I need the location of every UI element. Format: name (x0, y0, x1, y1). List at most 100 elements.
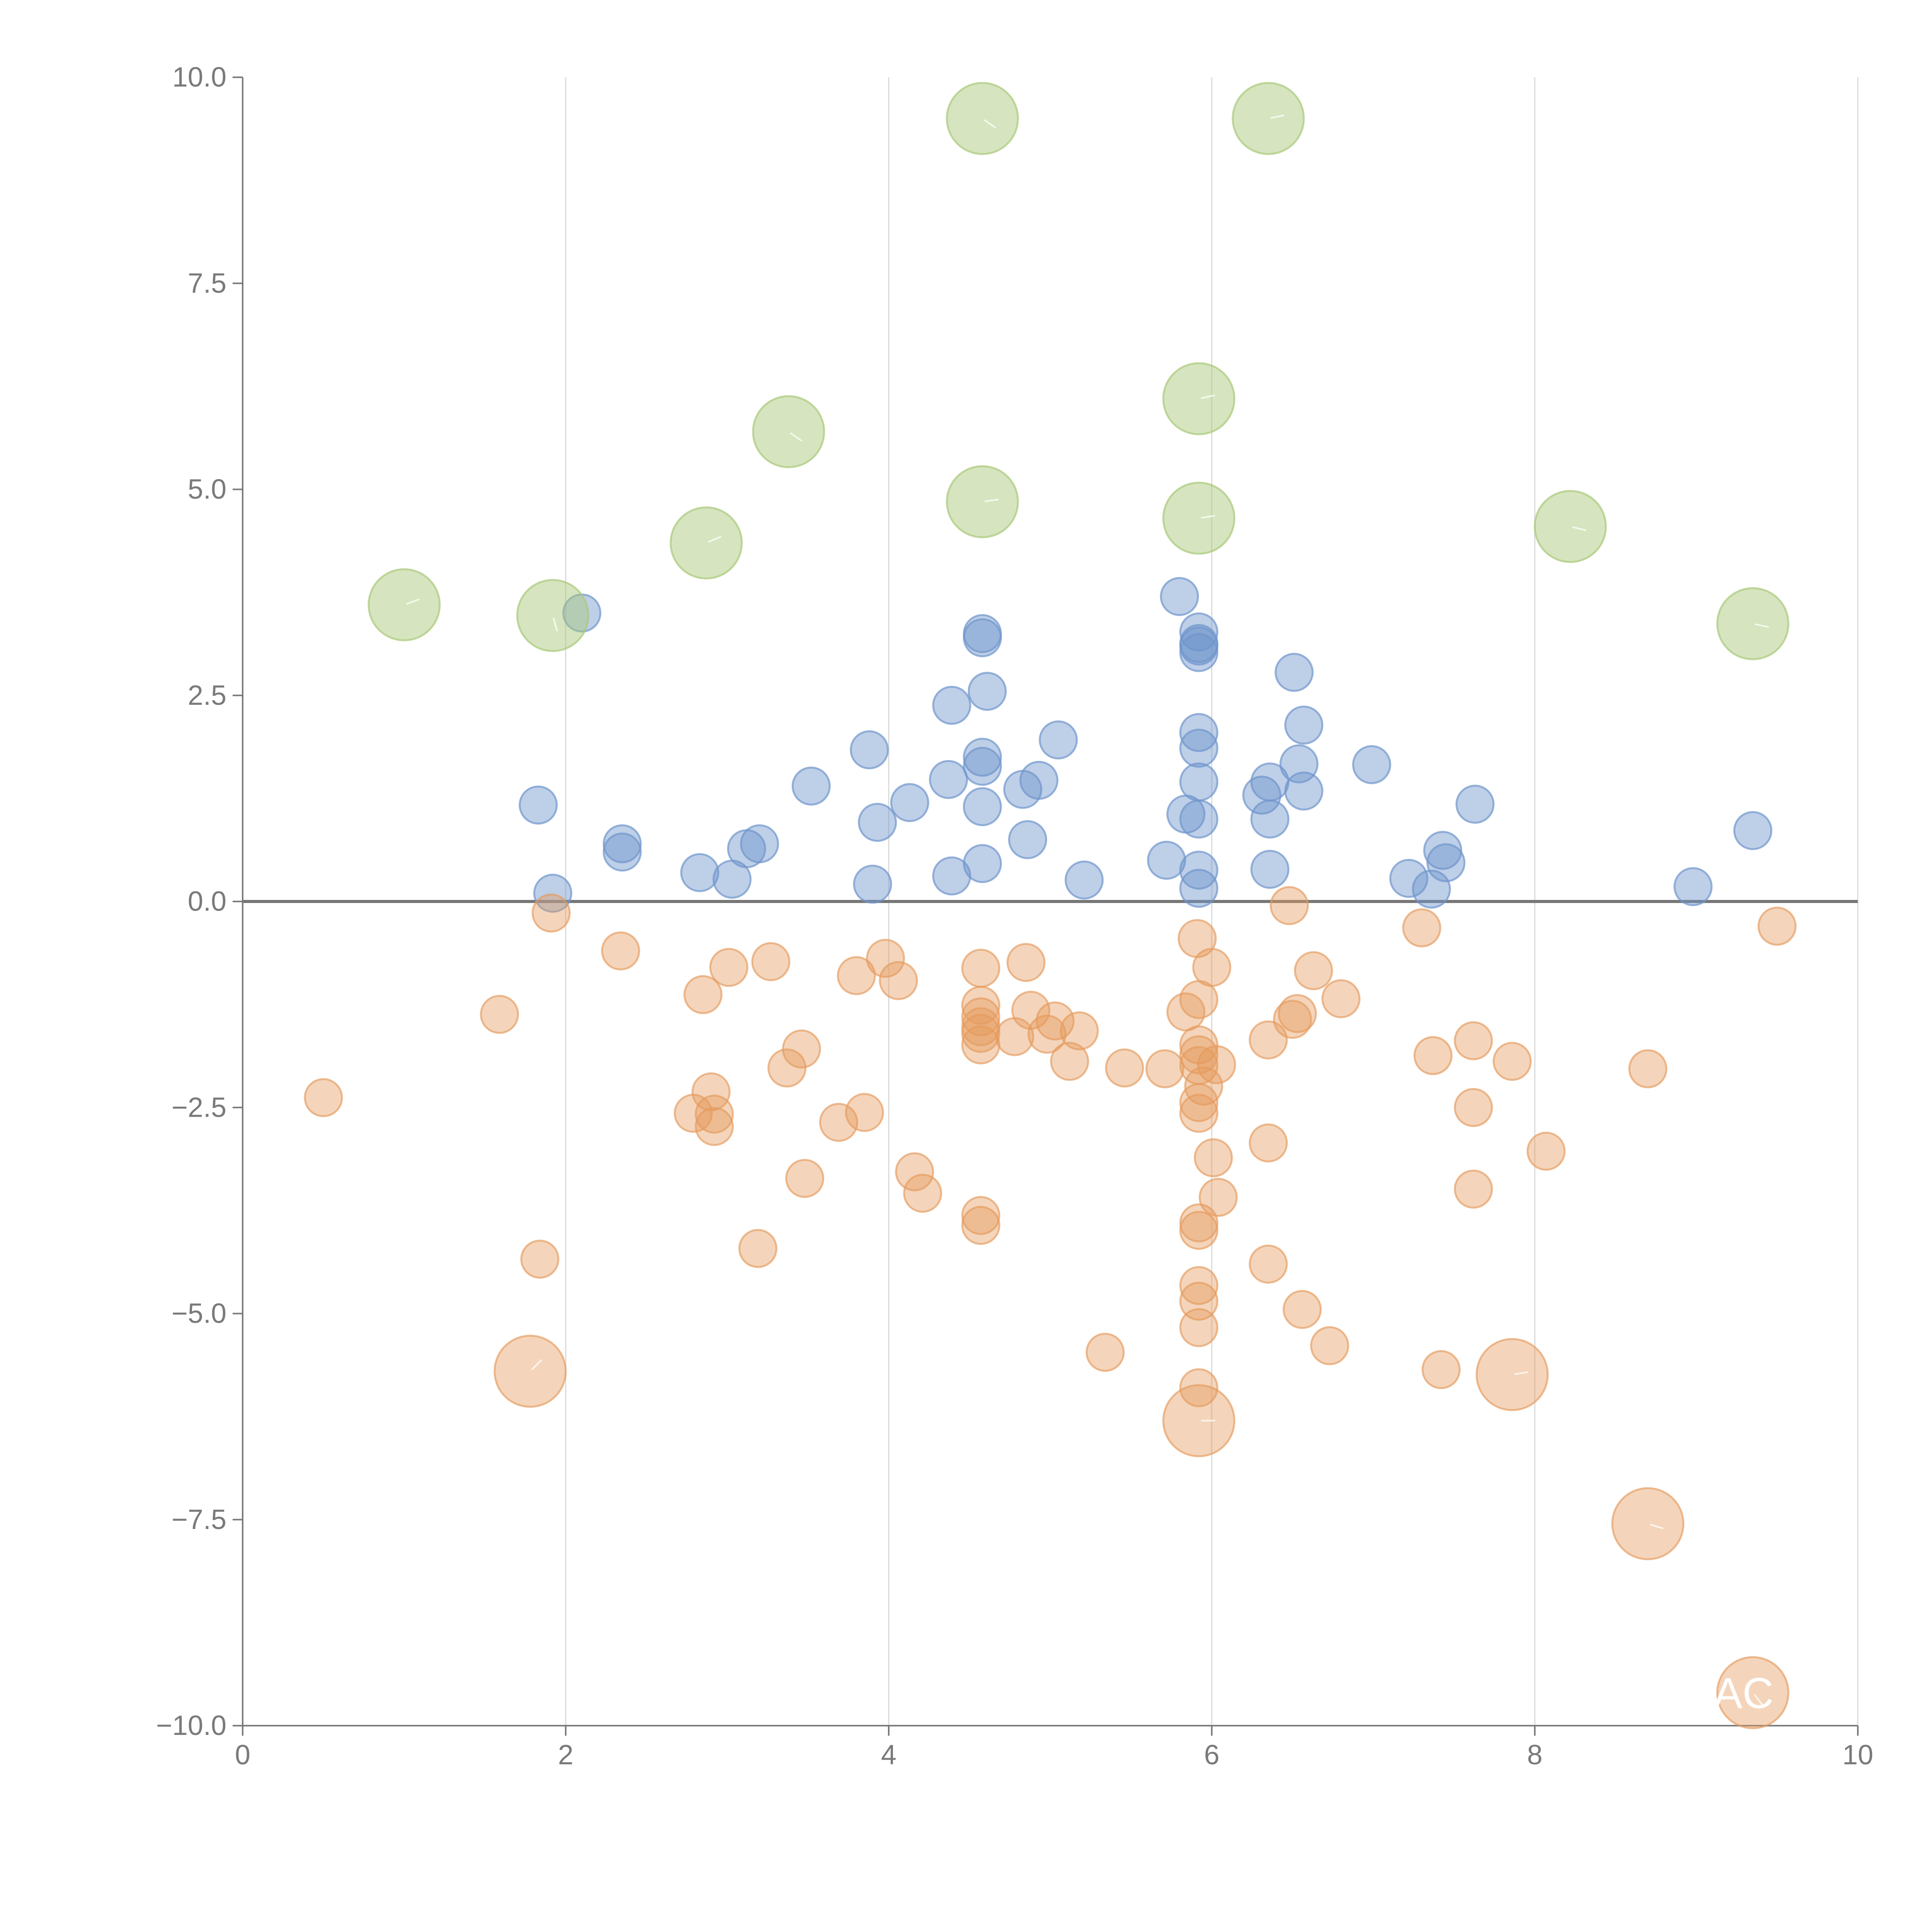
data-point (680, 853, 719, 892)
y-tick-label: −7.5 (172, 1504, 226, 1535)
data-point (695, 1107, 734, 1146)
data-point (519, 785, 558, 825)
data-point (1179, 713, 1219, 752)
data-point (1162, 362, 1236, 435)
data-point (751, 942, 791, 981)
data-point (1179, 1211, 1219, 1250)
data-point (1036, 1001, 1075, 1041)
data-point (961, 1014, 1000, 1053)
data-point (890, 783, 929, 822)
bubble-highlight (553, 617, 558, 631)
axis-layer: 0 2 4 6 8 10 −10.0 −7.5 −5.0 −2.5 0.0 2.5 5.0 7.5 10.0 (156, 62, 1873, 1770)
data-point (903, 1173, 942, 1213)
bubble-highlight (1514, 1371, 1529, 1375)
bubble-highlight (1201, 515, 1215, 519)
data-point (968, 672, 1007, 711)
data-point (1278, 994, 1317, 1033)
y-tick-label: 7.5 (188, 268, 226, 299)
data-point (1197, 1045, 1236, 1084)
labels-layer: AC (1714, 1669, 1774, 1718)
data-point (740, 824, 779, 864)
data-point (1423, 831, 1463, 870)
data-point (1454, 1021, 1493, 1060)
data-point (845, 1093, 884, 1132)
data-point (1179, 633, 1219, 672)
x-tick-label: 2 (558, 1740, 573, 1770)
data-point (1248, 1123, 1288, 1163)
data-point (1199, 1178, 1238, 1217)
data-point (1039, 720, 1078, 760)
data-point (1733, 811, 1772, 850)
data-point (670, 506, 743, 580)
data-point (961, 1206, 1000, 1245)
y-tick-label: 10.0 (172, 62, 226, 93)
data-point (1050, 1042, 1089, 1081)
data-point (1179, 1083, 1219, 1122)
data-point (895, 1152, 934, 1192)
data-point (1162, 1384, 1236, 1458)
data-point (1310, 1326, 1349, 1366)
data-point (1184, 1066, 1223, 1106)
data-point (963, 738, 1002, 777)
data-point (929, 760, 968, 799)
bubble-highlight (984, 119, 997, 129)
data-point (1006, 943, 1046, 982)
data-point (1716, 1656, 1789, 1730)
data-point (961, 986, 1000, 1025)
data-point (1179, 799, 1219, 839)
x-tick-label: 8 (1527, 1740, 1543, 1770)
y-tick-label: −2.5 (172, 1092, 226, 1123)
data-point (1284, 706, 1323, 745)
data-point (520, 1240, 560, 1279)
data-point (1455, 784, 1495, 824)
bubble-highlight (1753, 1694, 1764, 1706)
x-tick-label: 10 (1842, 1740, 1873, 1770)
data-point (837, 956, 876, 995)
data-point (963, 844, 1002, 883)
data-point (1160, 577, 1199, 616)
data-point (1008, 820, 1047, 859)
data-point (1248, 1245, 1288, 1284)
data-point (1422, 1350, 1461, 1389)
data-point (1389, 859, 1429, 898)
bubble-highlight (1572, 526, 1587, 531)
data-point (602, 832, 642, 872)
data-point (961, 997, 1000, 1037)
x-tick-label: 0 (235, 1740, 250, 1770)
data-point (304, 1078, 343, 1117)
data-point (752, 395, 825, 468)
data-point (1192, 948, 1231, 987)
data-point (1270, 886, 1309, 925)
y-tick-label: −5.0 (172, 1298, 226, 1329)
data-point (785, 1159, 825, 1198)
bubble-highlight (985, 498, 999, 502)
data-point (1231, 82, 1305, 155)
data-point (516, 579, 590, 652)
data-point (963, 747, 1002, 786)
bubble-highlight (790, 432, 803, 442)
data-point (1294, 951, 1333, 990)
data-point (1065, 861, 1104, 900)
data-point (1716, 587, 1789, 660)
data-point (1673, 867, 1713, 906)
data-point (1526, 1131, 1566, 1171)
data-point (1413, 1036, 1453, 1075)
bubble-highlight (1270, 114, 1284, 119)
data-point (602, 824, 642, 864)
data-point (961, 949, 1000, 988)
data-point (1179, 1035, 1219, 1075)
data-point (1282, 1290, 1322, 1329)
points-layer (304, 82, 1797, 1730)
data-point (1179, 612, 1219, 652)
data-point (738, 1229, 777, 1268)
data-point (1179, 1308, 1219, 1347)
data-point (1757, 906, 1797, 946)
data-point (695, 1094, 734, 1134)
data-point (493, 1335, 567, 1408)
data-point (1454, 1088, 1493, 1127)
data-point (1085, 1333, 1125, 1372)
y-tick-label: −10.0 (156, 1710, 226, 1741)
bubble-highlight (1650, 1524, 1664, 1529)
data-point (1628, 1049, 1668, 1088)
